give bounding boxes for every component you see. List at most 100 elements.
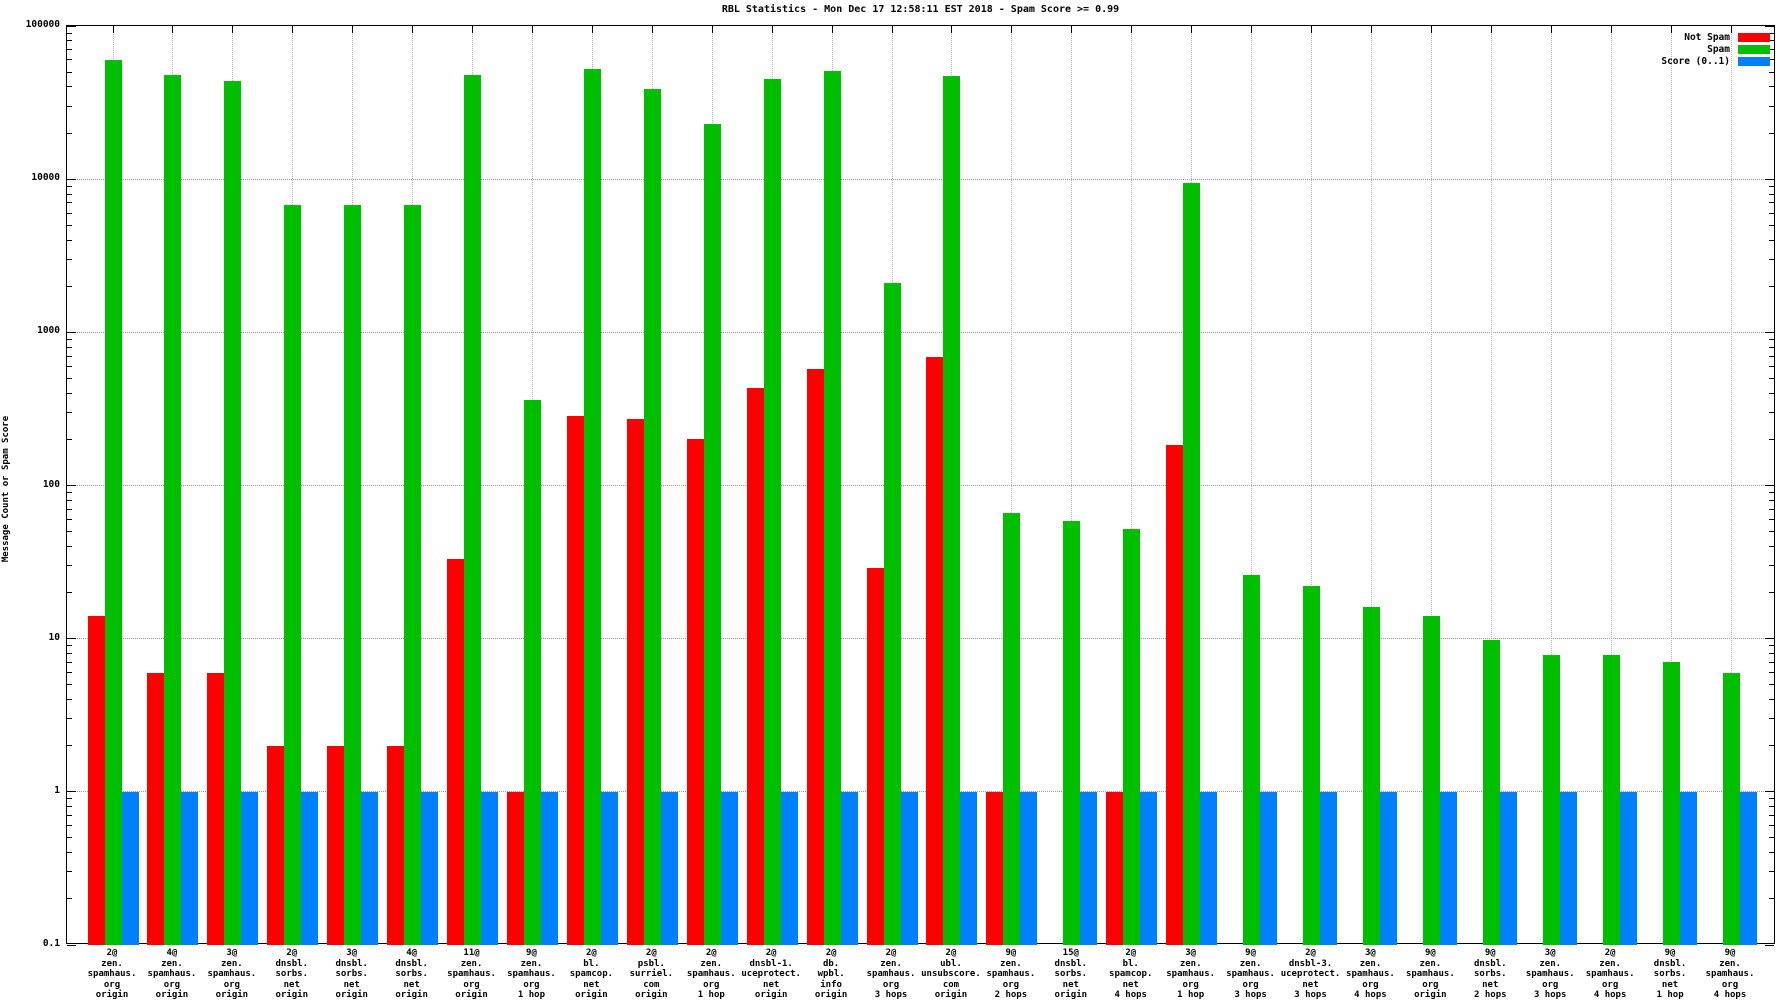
bar-spam-5	[404, 204, 422, 945]
bar-score-4	[361, 791, 379, 945]
y-minor-tick-left	[67, 355, 72, 357]
y-tick-label: 100000	[25, 19, 60, 30]
plot-area	[66, 25, 1775, 946]
x-tick-top	[292, 26, 294, 33]
bar-not-spam-14	[926, 357, 944, 945]
x-tick-top	[831, 26, 833, 33]
y-minor-tick-left	[67, 825, 72, 827]
bar-spam-0	[104, 59, 122, 945]
y-minor-tick-right	[1769, 258, 1774, 260]
x-tick-top	[1610, 26, 1612, 33]
x-tick-top	[951, 26, 953, 33]
x-tick-top	[1730, 26, 1732, 33]
bar-spam-6	[464, 74, 482, 945]
bar-spam-18	[1183, 182, 1201, 945]
x-gridline	[1490, 26, 1492, 943]
x-tick-top	[531, 26, 533, 33]
y-major-tick-left	[67, 944, 76, 946]
x-category-label: 15@ dnsbl. sorbs. net origin	[1054, 948, 1088, 1000]
x-category-label: 2@ bl. spamcop. net origin	[569, 948, 614, 1000]
y-minor-tick-right	[1769, 355, 1774, 357]
y-minor-tick-left	[67, 71, 72, 73]
x-gridline	[1430, 26, 1432, 943]
bar-score-1	[181, 791, 199, 945]
y-minor-tick-right	[1769, 438, 1774, 440]
y-tick-label: 1000	[37, 325, 60, 337]
y-minor-tick-left	[67, 202, 72, 204]
bar-spam-19	[1243, 575, 1261, 945]
y-major-tick-left	[67, 791, 76, 793]
y-minor-tick-right	[1769, 86, 1774, 88]
y-minor-tick-left	[67, 565, 72, 567]
y-minor-tick-right	[1769, 40, 1774, 42]
y-minor-tick-right	[1769, 815, 1774, 817]
y-minor-tick-right	[1769, 132, 1774, 134]
y-minor-tick-left	[67, 86, 72, 88]
y-minor-tick-right	[1769, 224, 1774, 226]
bar-not-spam-11	[746, 388, 764, 945]
x-category-label: 3@ zen. spamhaus. org origin	[207, 948, 257, 1000]
y-minor-tick-right	[1769, 185, 1774, 187]
bar-score-25	[1619, 791, 1637, 945]
y-minor-tick-right	[1769, 672, 1774, 674]
x-gridline	[1011, 26, 1013, 943]
x-gridline	[1131, 26, 1133, 943]
y-minor-tick-left	[67, 518, 72, 520]
x-tick-top	[1191, 26, 1193, 33]
y-tick-label: 1	[54, 784, 60, 796]
x-tick-top	[1550, 26, 1552, 33]
y-minor-tick-right	[1769, 825, 1774, 827]
y-minor-tick-right	[1769, 499, 1774, 501]
y-major-tick-left	[67, 178, 76, 180]
x-tick-top	[1670, 26, 1672, 33]
x-category-label: 3@ zen. spamhaus. org 1 hop	[1166, 948, 1216, 1000]
bar-not-spam-15	[986, 791, 1004, 945]
x-tick-top	[771, 26, 773, 33]
y-minor-tick-left	[67, 105, 72, 107]
y-major-tick-right	[1765, 791, 1774, 793]
bar-not-spam-17	[1106, 791, 1124, 945]
bar-spam-16	[1063, 520, 1081, 945]
bar-spam-2	[224, 80, 242, 945]
y-minor-tick-right	[1769, 837, 1774, 839]
x-category-label: 2@ bl. spamcop. net 4 hops	[1109, 948, 1153, 1000]
y-minor-tick-left	[67, 392, 72, 394]
y-minor-tick-left	[67, 653, 72, 654]
y-minor-tick-left	[67, 193, 72, 195]
x-tick-top	[1370, 26, 1372, 33]
bar-score-22	[1439, 791, 1457, 945]
y-minor-tick-right	[1769, 718, 1774, 720]
y-major-tick-right	[1765, 331, 1774, 333]
y-minor-tick-left	[67, 852, 72, 854]
x-tick-top	[591, 26, 593, 33]
bar-not-spam-4	[327, 745, 345, 945]
x-category-label: 9@ zen. spamhaus. org 1 hop	[507, 948, 556, 1000]
y-minor-tick-right	[1769, 518, 1774, 520]
y-minor-tick-left	[67, 745, 72, 747]
x-category-label: 4@ dnsbl. sorbs. net origin	[395, 948, 428, 1000]
legend-item-score: Score (0..1)	[1661, 55, 1770, 67]
bar-spam-14	[943, 76, 961, 945]
y-minor-tick-left	[67, 285, 72, 287]
y-minor-tick-right	[1769, 508, 1774, 510]
x-tick-top	[172, 26, 174, 33]
x-tick-top	[651, 26, 653, 33]
y-minor-tick-left	[67, 645, 72, 647]
bar-spam-27	[1722, 672, 1740, 945]
bar-score-18	[1200, 791, 1218, 945]
bar-not-spam-6	[447, 559, 465, 945]
legend-swatch-green	[1738, 44, 1770, 54]
bar-spam-22	[1422, 616, 1440, 945]
y-major-tick-right	[1765, 944, 1774, 946]
bar-score-16	[1080, 791, 1098, 945]
y-minor-tick-left	[67, 508, 72, 510]
bar-score-10	[720, 791, 738, 945]
y-minor-tick-left	[67, 545, 72, 547]
bar-score-27	[1739, 791, 1757, 945]
y-tick-label: 0.1	[42, 938, 60, 949]
y-minor-tick-right	[1769, 105, 1774, 107]
bar-spam-10	[703, 123, 721, 945]
bar-spam-3	[284, 204, 302, 945]
bar-not-spam-18	[1166, 445, 1184, 945]
